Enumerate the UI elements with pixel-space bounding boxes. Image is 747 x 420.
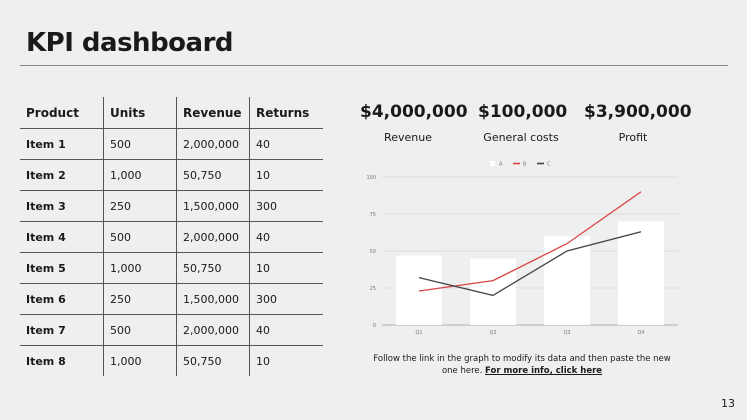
cell-revenue: 2,000,000 (176, 128, 250, 160)
cell-revenue: 50,750 (176, 159, 250, 191)
cell-units: 500 (103, 314, 177, 346)
cell-product: Item 3 (20, 190, 104, 222)
cell-revenue: 2,000,000 (176, 221, 250, 253)
cell-returns: 40 (249, 221, 323, 253)
y-tick-label: 0 (373, 323, 376, 329)
page-title: KPI dashboard (26, 28, 234, 58)
kpi-revenue: $4,000,000 Revenue (360, 102, 468, 144)
table-header-row: Product Units Revenue Returns (20, 97, 323, 129)
cell-units: 500 (103, 221, 177, 253)
cell-product: Item 2 (20, 159, 104, 191)
cell-units: 250 (103, 283, 177, 315)
legend-label-C: C (547, 162, 551, 168)
cell-revenue: 50,750 (176, 252, 250, 284)
cell-returns: 10 (249, 159, 323, 191)
x-tick-label: Q3 (563, 330, 570, 336)
legend-label-B: B (523, 162, 527, 168)
bar-A-Q4 (618, 221, 664, 325)
cell-returns: 10 (249, 252, 323, 284)
page-number: 13 (721, 397, 735, 410)
x-tick-label: Q2 (489, 330, 496, 336)
bar-A-Q3 (544, 236, 590, 325)
cell-units: 1,000 (103, 345, 177, 376)
kpi-revenue-value: $4,000,000 (360, 102, 468, 122)
y-tick-label: 50 (370, 249, 376, 255)
cell-revenue: 50,750 (176, 345, 250, 376)
line-series-B (418, 191, 642, 292)
combo-chart[interactable]: 0 25 50 75 100 Q1 Q2 Q3 Q4 A B C (360, 155, 680, 340)
cell-returns: 300 (249, 190, 323, 222)
cell-product: Item 1 (20, 128, 104, 160)
cell-revenue: 1,500,000 (176, 190, 250, 222)
kpi-profit-value: $3,900,000 (584, 102, 692, 122)
col-header-units: Units (103, 97, 177, 129)
col-header-revenue: Revenue (176, 97, 250, 129)
cell-units: 250 (103, 190, 177, 222)
cell-product: Item 6 (20, 283, 104, 315)
cell-units: 1,000 (103, 252, 177, 284)
title-divider (20, 65, 728, 66)
col-header-product: Product (20, 97, 104, 129)
bar-A-Q1 (396, 255, 442, 325)
cell-returns: 10 (249, 345, 323, 376)
table-row: Item 4 500 2,000,000 40 (20, 221, 323, 253)
table-row: Item 1 500 2,000,000 40 (20, 128, 323, 160)
cell-product: Item 8 (26, 354, 66, 368)
kpi-profit: $3,900,000 Profit (584, 102, 692, 144)
table-row: Item 2 1,000 50,750 10 (20, 159, 323, 191)
kpi-general-costs: $100,000 General costs (478, 102, 568, 144)
kpi-general-costs-label: General costs (483, 131, 559, 144)
cell-product: Item 5 (20, 252, 104, 284)
chart-note-text: Follow the link in the graph to modify i… (373, 354, 671, 376)
cell-product: Item 4 (20, 221, 104, 253)
cell-units: 1,000 (103, 159, 177, 191)
kpi-profit-label: Profit (618, 131, 648, 144)
col-header-returns: Returns (249, 97, 323, 129)
y-tick-label: 75 (370, 212, 376, 218)
cell-revenue: 1,500,000 (176, 283, 250, 315)
cell-returns: 40 (249, 314, 323, 346)
table-row: Item 7 500 2,000,000 40 (20, 314, 323, 346)
table-row: Item 8 1,000 50,750 10 (20, 345, 323, 376)
cell-product: Item 7 (20, 314, 104, 346)
legend-swatch-A (490, 161, 495, 166)
cell-returns: 300 (249, 283, 323, 315)
cell-returns: 40 (249, 128, 323, 160)
x-tick-label: Q4 (637, 330, 644, 336)
table-row: Item 6 250 1,500,000 300 (20, 283, 323, 315)
legend-label-A: A (499, 162, 503, 168)
kpi-revenue-label: Revenue (384, 131, 432, 144)
table-row: Item 3 250 1,500,000 300 (20, 190, 323, 222)
more-info-link[interactable]: For more info, click here (485, 366, 603, 376)
y-tick-label: 100 (366, 175, 376, 181)
cell-revenue: 2,000,000 (176, 314, 250, 346)
kpi-table: Product Units Revenue Returns Item 1 500 2… (20, 97, 323, 376)
cell-units: 500 (103, 128, 177, 160)
line-series-C (418, 231, 642, 297)
x-tick-label: Q1 (415, 330, 422, 336)
chart-note: Follow the link in the graph to modify i… (372, 353, 672, 377)
kpi-general-costs-value: $100,000 (478, 102, 568, 122)
table-row: Item 5 1,000 50,750 10 (20, 252, 323, 284)
y-tick-label: 25 (370, 286, 376, 292)
